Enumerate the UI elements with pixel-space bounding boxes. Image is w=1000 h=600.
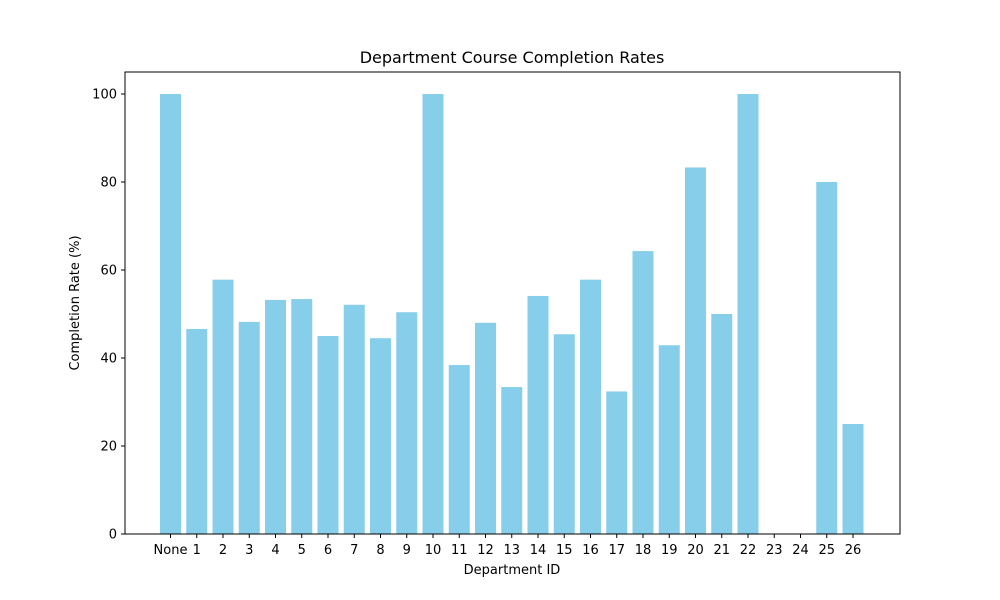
y-tick-label: 60	[100, 264, 117, 279]
x-tick-label: 3	[245, 543, 253, 558]
x-tick-label: 7	[350, 543, 358, 558]
bar-18	[632, 251, 654, 534]
bar-2	[212, 279, 234, 534]
x-tick-label: 6	[324, 543, 332, 558]
bar-11	[448, 365, 470, 534]
bars-group	[160, 94, 864, 535]
bar-22	[737, 94, 759, 534]
bar-4	[265, 299, 286, 534]
x-tick-label: 8	[376, 543, 384, 558]
x-tick-label: 9	[403, 543, 411, 558]
bar-25	[816, 182, 838, 534]
bar-19	[658, 345, 680, 534]
x-tick-label: 21	[713, 543, 730, 558]
x-tick-label: 15	[556, 543, 573, 558]
y-tick-label: 0	[109, 528, 117, 543]
bar-15	[553, 334, 575, 534]
x-tick-label: 25	[818, 543, 835, 558]
x-tick-label: 4	[271, 543, 279, 558]
bar-16	[580, 279, 601, 534]
x-axis-label: Department ID	[464, 563, 561, 578]
plot-frame	[124, 71, 901, 535]
bar-10	[422, 94, 444, 534]
x-tick-label: 2	[219, 543, 227, 558]
y-axis-label: Completion Rate (%)	[68, 235, 83, 370]
x-tick-label: 23	[766, 543, 783, 558]
y-axis: 0 20 40 60 80 100	[92, 88, 125, 543]
bar-17	[606, 391, 628, 534]
x-axis: None 1 2 3 4 5 6 7 8 9 10 11 12 13 14 15 16 17 18 19 20 21 22 2…	[154, 534, 862, 558]
bar-5	[291, 299, 313, 534]
x-tick-label: 20	[687, 543, 704, 558]
x-tick-label: 13	[503, 543, 520, 558]
bar-20	[685, 167, 706, 535]
x-tick-label: 5	[298, 543, 306, 558]
x-tick-label: 16	[582, 543, 599, 558]
x-tick-label: None	[154, 543, 188, 558]
x-tick-label: 10	[425, 543, 442, 558]
bar-13	[501, 387, 523, 534]
x-tick-label: 18	[635, 543, 652, 558]
x-tick-label: 19	[661, 543, 678, 558]
bar-12	[475, 322, 496, 534]
y-tick-label: 40	[100, 352, 117, 367]
y-tick-label: 20	[100, 440, 117, 455]
x-tick-label: 24	[792, 543, 809, 558]
bar-7	[343, 304, 365, 534]
chart-title: Department Course Completion Rates	[360, 48, 665, 67]
x-tick-label: 11	[451, 543, 468, 558]
x-tick-label: 1	[193, 543, 201, 558]
bar-8	[370, 338, 391, 534]
bar-14	[527, 295, 549, 534]
x-tick-label: 17	[608, 543, 625, 558]
x-tick-label: 22	[740, 543, 757, 558]
bar-None	[160, 94, 181, 534]
bar-1	[186, 328, 208, 534]
bar-26	[842, 424, 864, 534]
bar-3	[238, 321, 260, 534]
x-tick-label: 26	[845, 543, 862, 558]
y-tick-label: 80	[100, 176, 117, 191]
bar-6	[317, 336, 339, 534]
x-tick-label: 12	[477, 543, 494, 558]
bar-9	[396, 312, 418, 534]
bar-21	[711, 314, 733, 534]
x-tick-label: 14	[530, 543, 547, 558]
y-tick-label: 100	[92, 88, 117, 103]
